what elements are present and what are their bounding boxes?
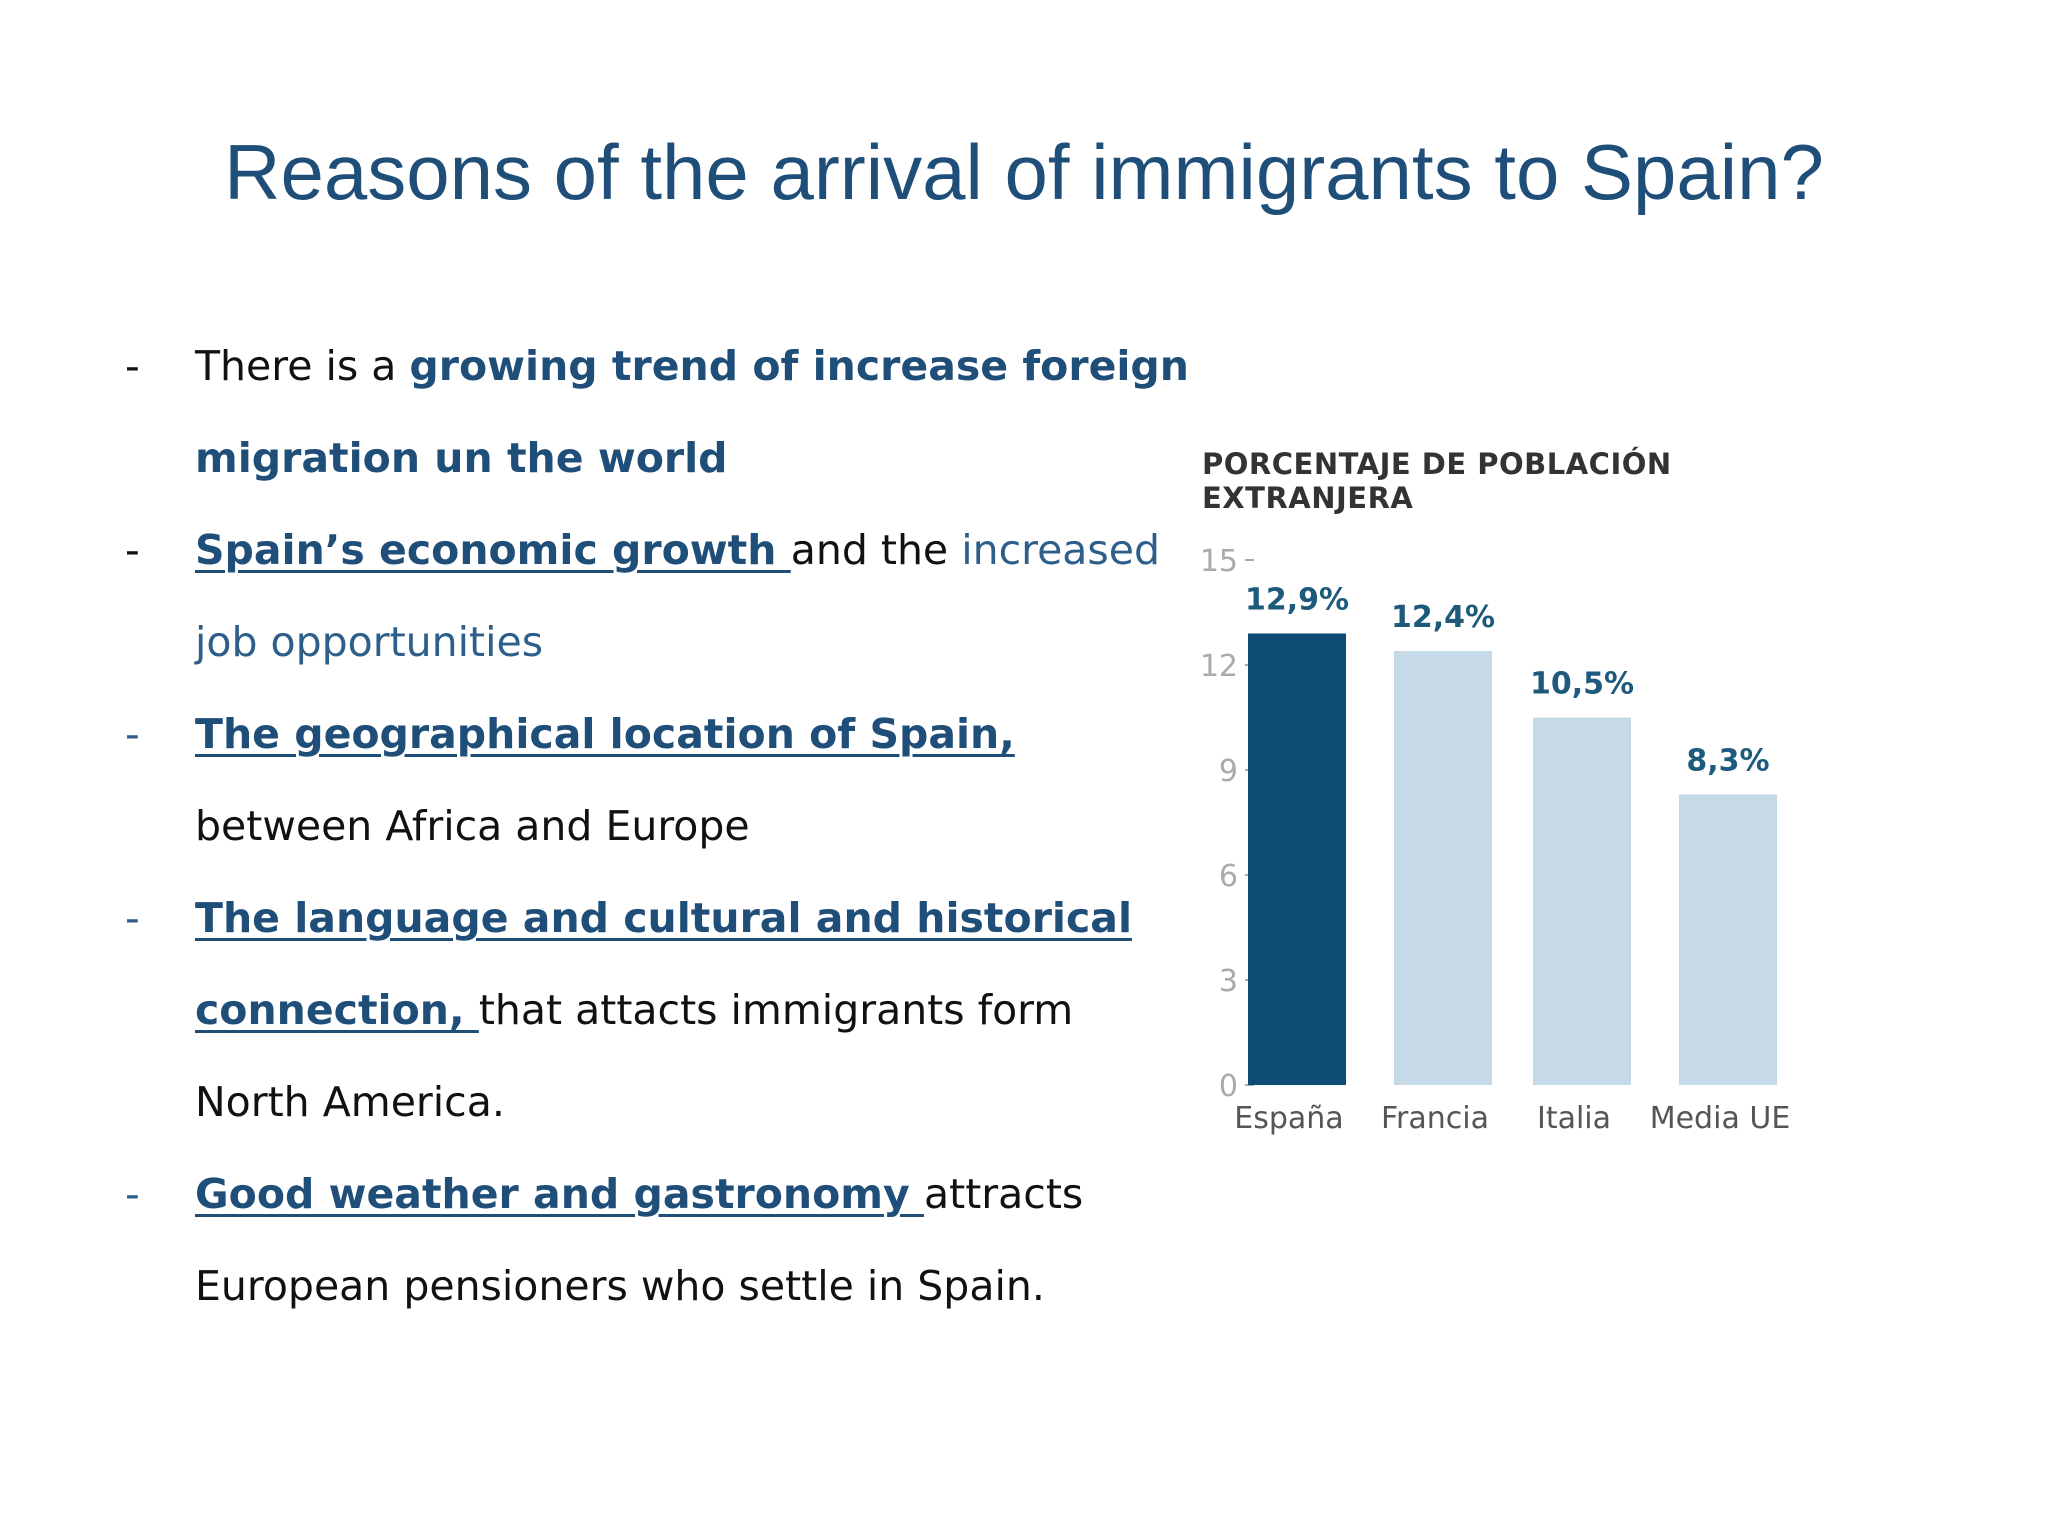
bullet-text: North America. <box>195 1078 505 1126</box>
list-item-continuation: North America. <box>125 1056 1145 1148</box>
bullet-highlight: job opportunities <box>195 618 544 666</box>
y-tick-label: 0 <box>1219 1069 1238 1104</box>
bullet-emphasis: growing trend of increase foreign <box>409 342 1189 390</box>
data-label: 8,3% <box>1686 744 1769 779</box>
data-label: 10,5% <box>1530 667 1634 702</box>
y-tick-label: 15 <box>1200 544 1238 579</box>
y-tick-label: 6 <box>1219 859 1238 894</box>
bullet-emphasis: The geographical location of Spain, <box>195 710 1015 758</box>
list-item-continuation: job opportunities <box>125 596 1145 688</box>
bullet-text: that attacts immigrants form <box>478 986 1074 1034</box>
bar <box>1394 651 1492 1085</box>
bullet-text: between Africa and Europe <box>195 802 750 850</box>
chart-title-line: EXTRANJERA <box>1202 481 1414 515</box>
bullet-emphasis: The language and cultural and historical <box>195 894 1132 942</box>
chart-title-line: PORCENTAJE DE POBLACIÓN <box>1202 447 1672 481</box>
list-item-continuation: connection, that attacts immigrants form <box>125 964 1145 1056</box>
list-item-continuation: between Africa and Europe <box>125 780 1145 872</box>
chart-title: PORCENTAJE DE POBLACIÓN EXTRANJERA <box>1202 447 1672 515</box>
bar <box>1679 794 1777 1085</box>
data-label: 12,4% <box>1391 600 1495 635</box>
list-item-continuation: migration un the world <box>125 412 1145 504</box>
x-category-label: España <box>1234 1101 1343 1136</box>
list-item: - There is a growing trend of increase f… <box>125 320 1189 412</box>
list-item: - The language and cultural and historic… <box>125 872 1145 964</box>
bullet-dash: - <box>125 342 140 390</box>
slide-title: Reasons of the arrival of immigrants to … <box>224 128 1824 216</box>
y-tick-label: 9 <box>1219 754 1238 789</box>
bullet-emphasis: Good weather and gastronomy <box>195 1170 925 1218</box>
bullet-text: There is a <box>195 342 410 390</box>
bullet-emphasis: Spain’s economic growth <box>195 526 791 574</box>
bar-chart: PORCENTAJE DE POBLACIÓN EXTRANJERA 0 3 6 9 1… <box>1160 425 1920 1165</box>
data-label: 12,9% <box>1245 583 1349 618</box>
list-item-continuation: European pensioners who settle in Spain. <box>125 1240 1145 1332</box>
list-item: - The geographical location of Spain, <box>125 688 1145 780</box>
bullet-emphasis: connection, <box>195 986 479 1034</box>
bullet-dash: - <box>125 710 140 758</box>
bullet-dash: - <box>125 894 140 942</box>
bullet-list: - There is a growing trend of increase f… <box>125 320 1189 1332</box>
bar <box>1248 633 1346 1085</box>
bullet-text: and the <box>790 526 962 574</box>
bullet-dash: - <box>125 526 140 574</box>
x-category-label: Media UE <box>1650 1101 1791 1136</box>
bar <box>1533 717 1631 1085</box>
bullet-text: attracts <box>924 1170 1084 1218</box>
bullet-emphasis: migration un the world <box>195 434 728 482</box>
y-tick-label: 3 <box>1219 964 1238 999</box>
y-tick-label: 12 <box>1200 649 1238 684</box>
x-category-label: Francia <box>1381 1101 1489 1136</box>
bullet-dash: - <box>125 1170 140 1218</box>
x-category-label: Italia <box>1537 1101 1611 1136</box>
bullet-highlight: increased <box>961 526 1161 574</box>
list-item: - Good weather and gastronomy attracts <box>125 1148 1145 1240</box>
bullet-text: European pensioners who settle in Spain. <box>195 1262 1045 1310</box>
list-item: - Spain’s economic growth and the increa… <box>125 504 1160 596</box>
